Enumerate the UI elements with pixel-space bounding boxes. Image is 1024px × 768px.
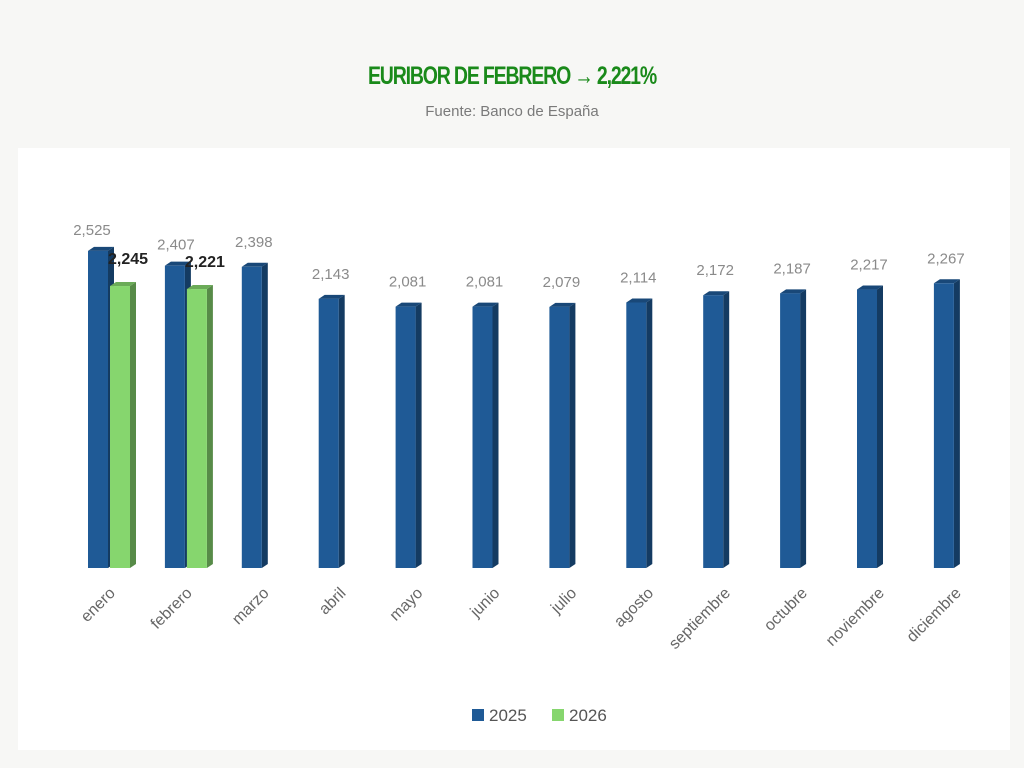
bar-top: [88, 246, 114, 251]
data-label: 2,172: [696, 262, 734, 279]
bar-top: [549, 302, 576, 307]
x-tick-label: abril: [316, 585, 349, 618]
bar-side: [338, 294, 345, 568]
bar-side: [723, 291, 730, 568]
legend-label-2025: 2025: [489, 706, 527, 725]
bar-side: [206, 285, 213, 568]
bar-front: [164, 265, 185, 568]
chart-subtitle: Fuente: Banco de España: [425, 103, 599, 120]
bar-2025-julio: [549, 302, 576, 568]
bar-2025-septiembre: [703, 291, 730, 568]
bar-side: [569, 302, 576, 568]
x-tick-label: noviembre: [823, 585, 888, 650]
bar-top: [933, 279, 960, 284]
bar-side: [130, 282, 136, 568]
bar-2025-octubre: [780, 289, 807, 568]
bar-top: [472, 302, 499, 307]
bar-side: [953, 279, 960, 568]
bar-side: [492, 302, 499, 568]
data-label: 2,217: [850, 257, 888, 274]
bar-2025-diciembre: [933, 279, 960, 568]
bar-front: [857, 289, 877, 568]
bar-2025-noviembre: [857, 285, 883, 568]
bar-top: [186, 285, 213, 290]
x-tick-label: junio: [467, 585, 504, 622]
bar-front: [472, 306, 493, 568]
bar-front: [241, 266, 262, 568]
bar-side: [415, 302, 422, 568]
bar-front: [88, 250, 108, 569]
bar-front: [549, 306, 570, 568]
data-label: 2,187: [773, 260, 811, 277]
x-tick-label: septiembre: [666, 585, 734, 653]
bar-2025-mayo: [395, 302, 422, 568]
data-label: 2,221: [185, 254, 225, 271]
data-label: 2,079: [543, 274, 581, 291]
bar-front: [110, 286, 130, 568]
legend-swatch-2025: [472, 709, 484, 721]
x-tick-label: julio: [547, 585, 580, 618]
x-tick-label: enero: [78, 585, 119, 626]
bar-2026-enero: [110, 282, 136, 568]
data-label: 2,114: [620, 269, 656, 286]
bar-top: [318, 294, 345, 299]
bar-top: [857, 285, 883, 290]
data-label: 2,081: [466, 274, 504, 291]
data-label: 2,407: [157, 237, 195, 254]
bar-top: [780, 289, 807, 294]
bar-front: [703, 295, 724, 568]
data-label: 2,267: [927, 250, 965, 267]
data-label: 2,245: [108, 251, 148, 268]
bar-side: [261, 262, 268, 568]
legend-swatch-2026: [552, 709, 564, 721]
bar-2025-agosto: [626, 298, 653, 568]
bar-2025-abril: [318, 294, 345, 568]
x-tick-label: marzo: [229, 585, 273, 629]
bar-top: [241, 262, 268, 267]
bar-front: [933, 283, 954, 568]
bar-2025-marzo: [241, 262, 268, 568]
bar-top: [395, 302, 422, 307]
bar-front: [780, 293, 801, 568]
data-label: 2,081: [389, 274, 427, 291]
x-tick-label: agosto: [611, 585, 657, 631]
bar-side: [800, 289, 807, 568]
bar-top: [626, 298, 653, 303]
x-tick-label: diciembre: [904, 585, 965, 646]
bar-side: [877, 285, 883, 568]
bar-front: [318, 298, 339, 568]
bar-top: [703, 291, 730, 296]
x-tick-label: mayo: [387, 585, 427, 625]
bar-side: [646, 298, 653, 568]
bar-front: [626, 302, 647, 568]
data-label: 2,143: [312, 266, 350, 283]
x-tick-label: octubre: [761, 585, 811, 635]
bar-front: [186, 289, 207, 568]
chart-title: EURIBOR DE FEBRERO → 2,221%: [367, 62, 657, 90]
data-label: 2,525: [73, 222, 111, 239]
bar-top: [110, 282, 136, 287]
x-tick-label: febrero: [148, 585, 196, 633]
bar-2025-junio: [472, 302, 499, 568]
data-label: 2,398: [235, 234, 273, 251]
bar-2026-febrero: [186, 285, 213, 568]
legend-label-2026: 2026: [569, 706, 607, 725]
bar-top: [164, 261, 191, 266]
bar-front: [395, 306, 416, 568]
